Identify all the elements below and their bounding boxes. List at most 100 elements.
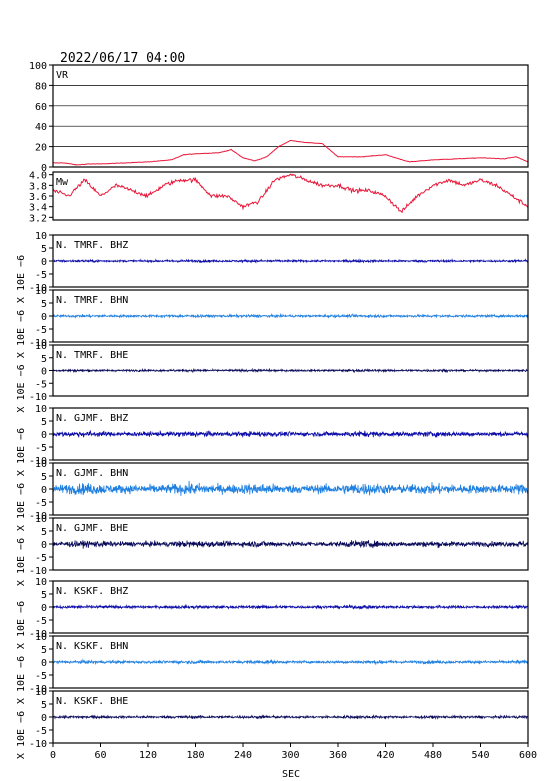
y-tick-label: -5 xyxy=(35,498,47,509)
y-tick-label: 10 xyxy=(35,231,47,242)
y-axis-label: X 10E −6 xyxy=(16,601,27,649)
y-tick-label: 3.2 xyxy=(29,213,47,224)
y-tick-label: 3.8 xyxy=(29,181,47,192)
panel-9: -10 -5 0 5 10 N. KSKF. BHN X 10E −6 xyxy=(16,632,529,704)
x-tick-label: 540 xyxy=(471,750,489,761)
x-tick-label: 420 xyxy=(376,750,394,761)
series-line xyxy=(53,139,529,166)
y-tick-label: 3.4 xyxy=(29,203,47,214)
series-line xyxy=(52,603,529,611)
x-tick-label: 480 xyxy=(424,750,442,761)
panels: 020406080100VR3.23.43.63.84.0Mw-10-50510… xyxy=(16,61,529,759)
panel-10: -10 -5 0 5 10 N. KSKF. BHE X 10E −6 xyxy=(16,687,529,759)
series-line xyxy=(52,173,529,214)
y-tick-label: 0 xyxy=(41,485,47,496)
figure-title: 2022/06/17 04:00 xyxy=(60,51,185,66)
y-tick-label: -10 xyxy=(29,392,47,403)
panel-label: VR xyxy=(56,70,69,81)
series-line xyxy=(52,258,529,264)
panel-label: Mw xyxy=(56,177,69,188)
plot-frame xyxy=(52,517,529,571)
y-tick-label: 10 xyxy=(35,459,47,470)
plot-frame xyxy=(52,635,529,689)
y-tick-label: -5 xyxy=(35,553,47,564)
y-tick-label: -10 xyxy=(29,739,47,750)
panel-0: 0 20 40 60 80 100 VR xyxy=(29,61,529,174)
y-axis-label: X 10E −6 xyxy=(16,538,27,586)
y-axis-label: X 10E −6 xyxy=(16,656,27,704)
y-tick-label: 0 xyxy=(41,163,47,174)
x-axis: 0 60 120 180 240 300 360 420 480 540 600 xyxy=(50,743,537,761)
y-axis-label: X 10E −6 xyxy=(16,364,27,412)
panel-label: N. KSKF. BHE xyxy=(56,696,128,707)
y-tick-label: 10 xyxy=(35,286,47,297)
y-tick-label: -10 xyxy=(29,456,47,467)
y-tick-label: -10 xyxy=(29,629,47,640)
y-tick-label: 10 xyxy=(35,577,47,588)
panel-label: N. GJMF. BHZ xyxy=(56,413,128,424)
y-axis-label: X 10E −6 xyxy=(16,483,27,531)
panel-8: -10 -5 0 5 10 N. KSKF. BHZ X 10E −6 xyxy=(16,577,529,649)
y-tick-label: -10 xyxy=(29,684,47,695)
series-line xyxy=(52,312,529,319)
y-tick-label: 5 xyxy=(41,354,47,365)
x-tick-label: 180 xyxy=(186,750,204,761)
x-tick-label: 360 xyxy=(329,750,347,761)
y-tick-label: 60 xyxy=(35,102,47,113)
plot-frame xyxy=(52,580,529,634)
panel-label: N. TMRF. BHN xyxy=(56,295,128,306)
x-tick-label: 240 xyxy=(234,750,252,761)
y-tick-label: 5 xyxy=(41,590,47,601)
y-tick-label: 4.0 xyxy=(29,171,47,182)
panel-7: -10 -5 0 5 10 N. GJMF. BHE X 10E −6 xyxy=(16,514,529,586)
y-tick-label: 0 xyxy=(41,713,47,724)
x-axis-label: SEC xyxy=(282,769,300,780)
y-tick-label: -10 xyxy=(29,566,47,577)
y-tick-label: 5 xyxy=(41,417,47,428)
y-tick-label: 5 xyxy=(41,645,47,656)
y-tick-label: -10 xyxy=(29,338,47,349)
y-tick-label: 10 xyxy=(35,404,47,415)
y-tick-label: 40 xyxy=(35,122,47,133)
panel-5: -10 -5 0 5 10 N. GJMF. BHZ X 10E −6 xyxy=(16,404,529,476)
y-tick-label: 5 xyxy=(41,472,47,483)
y-axis-label: X 10E −6 xyxy=(16,310,27,358)
y-tick-label: 10 xyxy=(35,632,47,643)
y-tick-label: 10 xyxy=(35,687,47,698)
y-tick-label: 0 xyxy=(41,257,47,268)
panel-label: N. KSKF. BHN xyxy=(56,641,128,652)
plot-frame xyxy=(52,407,529,461)
y-tick-label: -10 xyxy=(29,283,47,294)
y-tick-label: -5 xyxy=(35,726,47,737)
y-tick-label: 100 xyxy=(29,61,47,72)
y-axis-label: X 10E −6 xyxy=(16,428,27,476)
y-tick-label: 20 xyxy=(35,143,47,154)
y-tick-label: -5 xyxy=(35,325,47,336)
panel-label: N. KSKF. BHZ xyxy=(56,586,128,597)
series-line xyxy=(52,658,529,666)
y-tick-label: 5 xyxy=(41,700,47,711)
y-tick-label: 0 xyxy=(41,658,47,669)
panel-4: -10 -50 5 10 N. TMRF. BHE X 10E −6 xyxy=(16,341,529,413)
series-line xyxy=(52,539,529,549)
plot-frame xyxy=(52,234,529,288)
y-tick-label: 3.6 xyxy=(29,192,47,203)
y-tick-label: 0 xyxy=(41,540,47,551)
x-tick-label: 60 xyxy=(94,750,106,761)
y-tick-label: 0 xyxy=(41,430,47,441)
y-axis-label: X 10E −6 xyxy=(16,255,27,303)
y-tick-label: 5 xyxy=(41,527,47,538)
y-tick-label: -5 xyxy=(35,616,47,627)
plot-frame xyxy=(52,171,529,221)
y-tick-label: -5 xyxy=(35,379,47,390)
panel-label: N. TMRF. BHE xyxy=(56,350,128,361)
plot-frame xyxy=(52,462,529,516)
plot-frame xyxy=(52,64,529,168)
series-line xyxy=(52,367,529,374)
plot-frame xyxy=(52,289,529,343)
series-line xyxy=(52,480,529,496)
series-line xyxy=(52,714,529,720)
y-tick-label: 0 xyxy=(41,312,47,323)
y-tick-label: 10 xyxy=(35,514,47,525)
